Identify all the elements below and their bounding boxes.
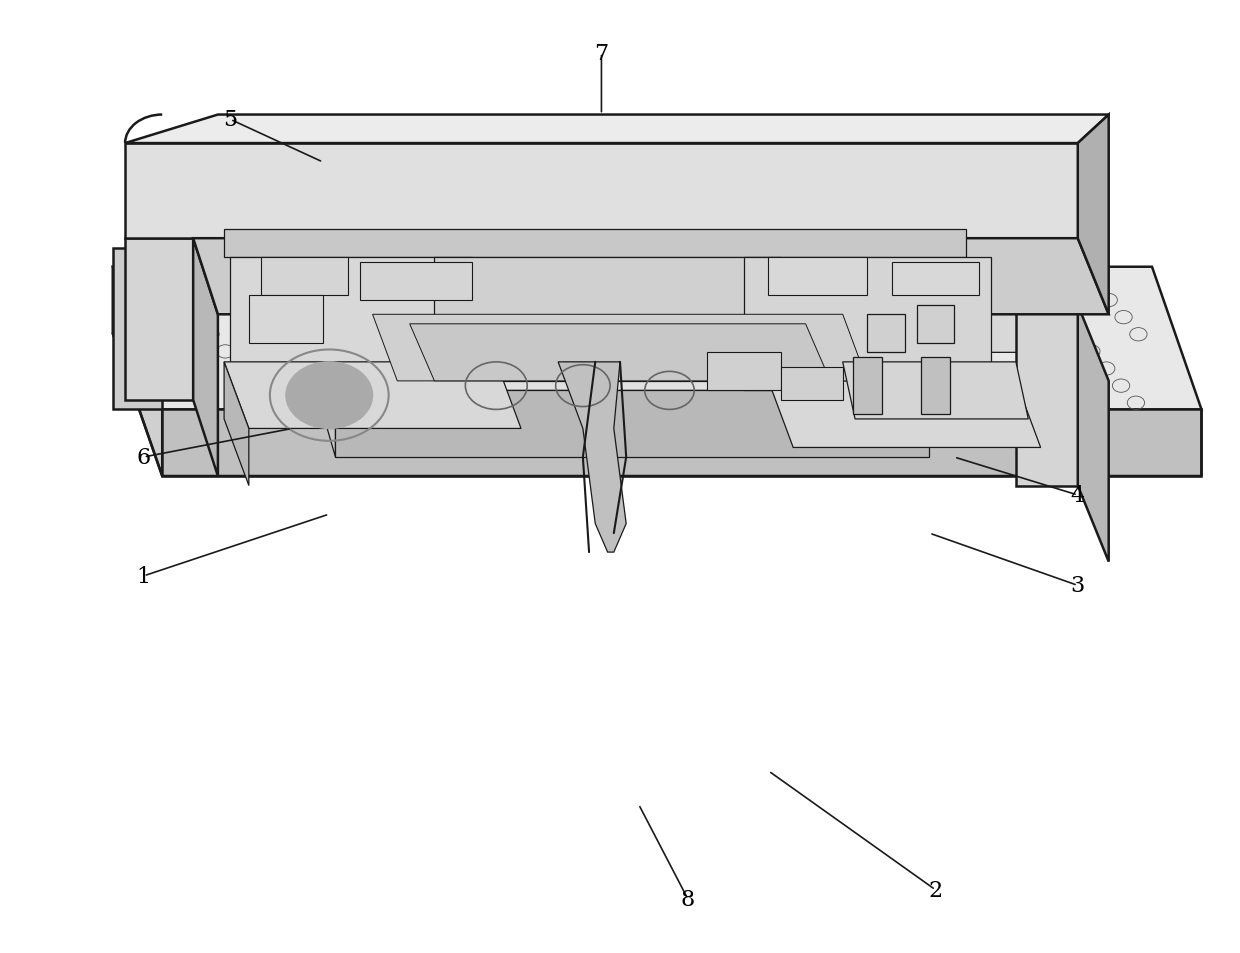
- Text: 5: 5: [223, 110, 237, 132]
- Polygon shape: [1078, 306, 1109, 562]
- Polygon shape: [113, 249, 162, 410]
- Polygon shape: [311, 306, 929, 391]
- Polygon shape: [311, 249, 916, 314]
- Polygon shape: [558, 362, 626, 553]
- Circle shape: [286, 362, 372, 429]
- Polygon shape: [916, 287, 1090, 353]
- Bar: [707, 353, 781, 391]
- Polygon shape: [162, 410, 1202, 476]
- Bar: [920, 357, 950, 415]
- Polygon shape: [249, 296, 324, 343]
- Polygon shape: [125, 115, 1109, 144]
- Polygon shape: [193, 239, 1109, 314]
- Bar: [360, 263, 471, 301]
- Text: 6: 6: [136, 447, 151, 469]
- Bar: [769, 258, 868, 296]
- Polygon shape: [769, 381, 1040, 448]
- Text: 3: 3: [1070, 575, 1085, 597]
- Polygon shape: [409, 324, 831, 381]
- Polygon shape: [1016, 306, 1078, 486]
- Polygon shape: [224, 362, 249, 486]
- Polygon shape: [125, 239, 193, 400]
- Bar: [262, 258, 347, 296]
- Polygon shape: [744, 258, 991, 391]
- Bar: [853, 357, 883, 415]
- Polygon shape: [113, 268, 1202, 410]
- Text: 8: 8: [681, 888, 696, 910]
- Polygon shape: [224, 362, 521, 429]
- Polygon shape: [193, 239, 218, 476]
- Bar: [781, 367, 843, 400]
- Polygon shape: [175, 249, 324, 314]
- Polygon shape: [125, 144, 1078, 239]
- Bar: [916, 306, 954, 343]
- Polygon shape: [1078, 115, 1109, 314]
- Polygon shape: [231, 258, 471, 400]
- Text: 4: 4: [1070, 484, 1085, 506]
- Text: 7: 7: [594, 43, 609, 65]
- Text: 2: 2: [929, 879, 942, 901]
- Polygon shape: [434, 258, 781, 381]
- Polygon shape: [224, 230, 966, 258]
- Polygon shape: [336, 391, 929, 457]
- Polygon shape: [113, 268, 162, 476]
- Polygon shape: [372, 314, 868, 381]
- Polygon shape: [843, 362, 1028, 419]
- Bar: [868, 314, 904, 353]
- Polygon shape: [311, 306, 336, 457]
- Text: 1: 1: [136, 565, 151, 587]
- Bar: [893, 263, 978, 296]
